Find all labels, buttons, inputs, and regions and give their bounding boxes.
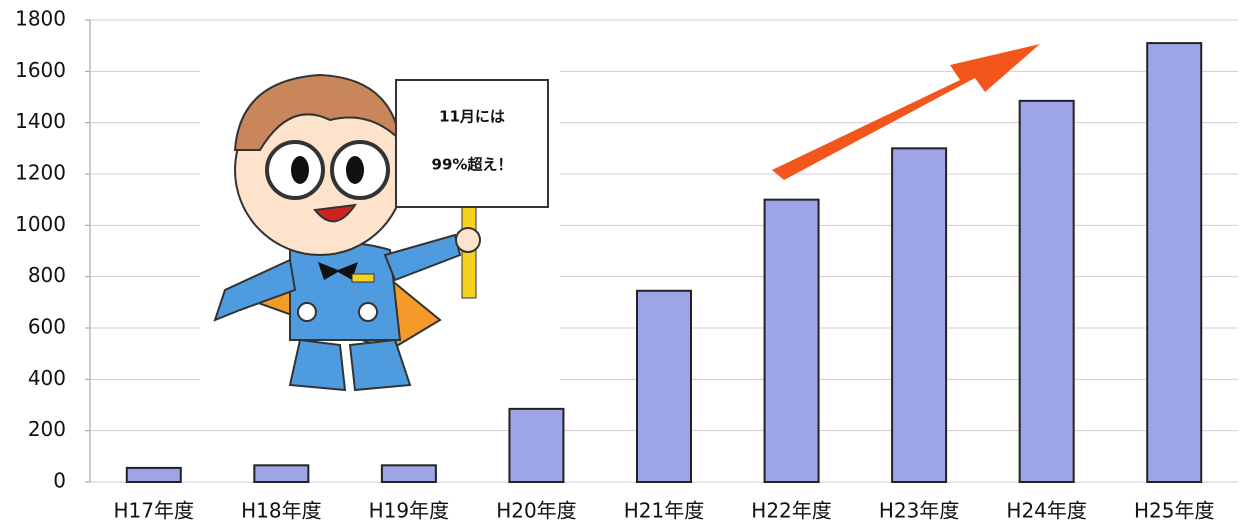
y-tick-label: 1400 (15, 109, 66, 133)
y-tick-label: 1800 (15, 7, 66, 31)
bar (254, 465, 308, 482)
body (290, 243, 400, 341)
x-tick-label: H19年度 (369, 499, 450, 523)
eye (346, 156, 364, 184)
x-tick-label: H21年度 (624, 499, 705, 523)
hand (456, 228, 480, 252)
x-tick-label: H23年度 (879, 499, 960, 523)
x-tick-label: H18年度 (241, 499, 322, 523)
x-tick-label: H17年度 (114, 499, 195, 523)
bar (509, 409, 563, 482)
y-tick-label: 0 (53, 469, 66, 493)
x-tick-label: H25年度 (1134, 499, 1215, 523)
bar (1147, 43, 1201, 482)
y-tick-label: 200 (28, 417, 66, 441)
badge (352, 274, 374, 282)
x-tick-label: H24年度 (1006, 499, 1087, 523)
y-tick-label: 1000 (15, 212, 66, 236)
bar (892, 148, 946, 482)
x-tick-label: H20年度 (496, 499, 577, 523)
sign-text: 99%超え！ (432, 156, 513, 174)
eye (291, 156, 309, 184)
y-tick-label: 400 (28, 366, 66, 390)
bar (382, 465, 436, 482)
y-tick-label: 1600 (15, 58, 66, 82)
y-tick-label: 800 (28, 263, 66, 287)
chart: 11月には 99%超え！ 0 200 400 600 800 1000 1200 1400 16… (0, 0, 1242, 528)
bar (127, 468, 181, 482)
sign-board (396, 80, 548, 207)
x-tick-label: H22年度 (751, 499, 832, 523)
bar (637, 291, 691, 482)
button (359, 303, 377, 321)
y-tick-label: 1200 (15, 161, 66, 185)
button (298, 303, 316, 321)
bar (765, 200, 819, 482)
y-tick-label: 600 (28, 315, 66, 339)
bar (1020, 101, 1074, 482)
mascot: 11月には 99%超え！ (200, 62, 560, 402)
sign-text: 11月には (439, 108, 505, 126)
